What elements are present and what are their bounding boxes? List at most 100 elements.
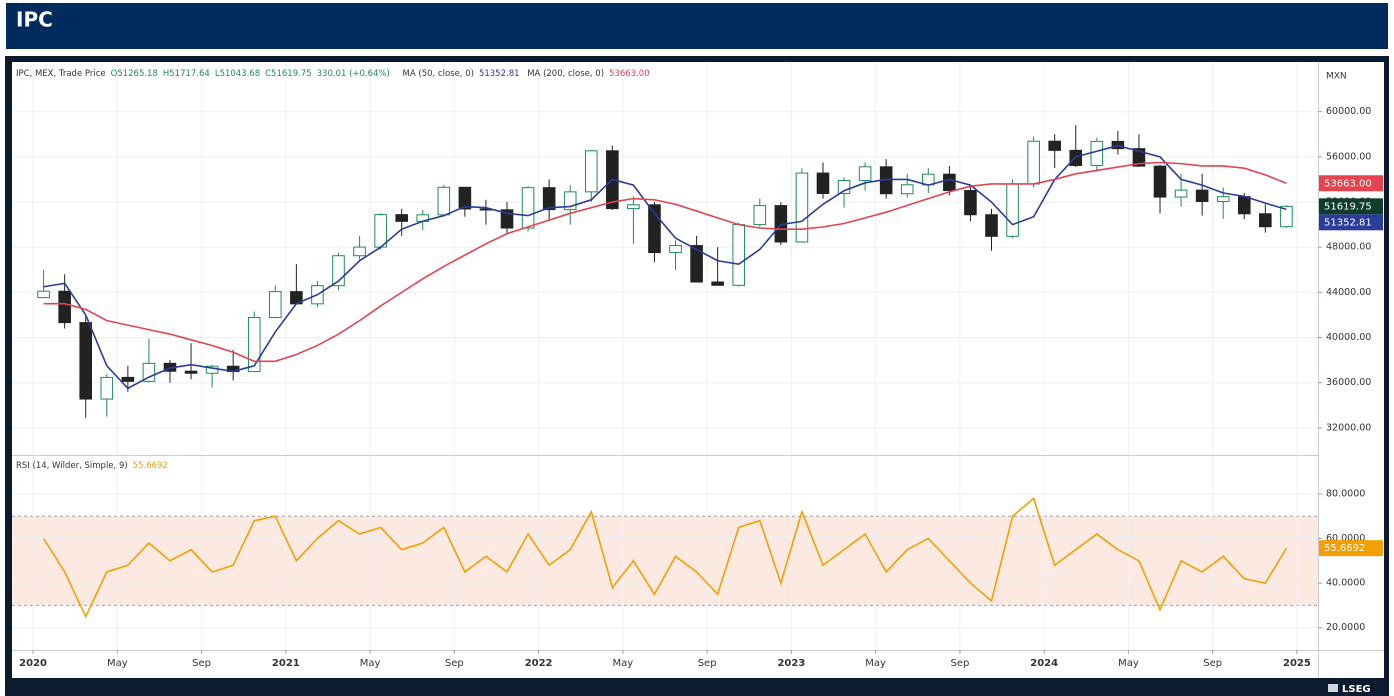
candle-body — [669, 245, 682, 254]
candle — [1048, 134, 1061, 169]
price-tag-label: 55.6692 — [1324, 543, 1365, 554]
x-tick-label: 2024 — [1030, 658, 1058, 669]
candle — [37, 269, 50, 299]
candle — [985, 208, 998, 251]
price-tag-label: 53663.00 — [1324, 178, 1372, 189]
price-legend: IPC, MEX, Trade Price O51265.18 H51717.64 L… — [16, 69, 655, 79]
candle — [1090, 137, 1104, 171]
y-tick-label: 60000.00 — [1326, 106, 1371, 117]
candle — [269, 285, 282, 319]
candle — [100, 373, 114, 417]
price-tag-label: 51619.75 — [1324, 201, 1372, 212]
symbol-info: IPC, MEX, Trade Price — [16, 69, 106, 79]
candle-body — [1259, 213, 1272, 228]
quote: O51265.18 H51717.64 L51043.68 C51619.75 330.… — [111, 69, 395, 79]
brand: LSEG — [1342, 684, 1371, 695]
candle-body — [627, 204, 640, 210]
candle-body — [690, 245, 703, 283]
candle — [1153, 164, 1167, 214]
price-tag-label: 51352.81 — [1324, 217, 1372, 228]
candle — [437, 185, 451, 217]
candle — [1195, 173, 1209, 216]
candle-body — [753, 205, 767, 226]
candle-body — [816, 172, 830, 194]
candle-body — [563, 191, 577, 211]
candle-body — [521, 187, 535, 229]
series-line — [43, 161, 1287, 363]
y-tick-label: 40.0000 — [1326, 578, 1365, 589]
axis-label: MXN — [1326, 72, 1347, 82]
price-tag — [1319, 175, 1383, 192]
y-tick-label: 40000.00 — [1326, 332, 1371, 343]
candle — [837, 177, 851, 208]
candle-body — [1153, 165, 1167, 198]
candle — [900, 173, 914, 198]
quote-item: 330.01 (+0.64%) — [316, 69, 390, 79]
candle — [648, 202, 661, 262]
x-tick-label: May — [1118, 658, 1139, 669]
candle — [753, 198, 767, 227]
quote-item: L51043.68 — [214, 69, 261, 79]
brand-logo: LSEG — [1328, 684, 1371, 695]
candle-body — [247, 316, 261, 373]
quote-item: O51265.18 — [110, 69, 158, 79]
candle — [1259, 204, 1272, 233]
header-bar — [6, 3, 1388, 49]
candle-body — [1132, 148, 1146, 167]
candle-body — [1237, 196, 1251, 215]
y-tick-label: 32000.00 — [1326, 422, 1371, 433]
rsi-legend-value: 55.6692 — [132, 461, 168, 471]
candle — [458, 186, 472, 217]
x-tick-label: Sep — [445, 658, 464, 669]
x-tick-label: May — [865, 658, 886, 669]
candle-body — [943, 173, 956, 192]
x-tick-label: May — [613, 658, 634, 669]
x-tick-label: May — [107, 658, 128, 669]
y-tick-label: 60.0000 — [1326, 533, 1365, 544]
y-tick-label: 20.0000 — [1326, 622, 1365, 633]
candle — [521, 186, 535, 232]
y-tick-label: 44000.00 — [1326, 287, 1371, 298]
ma-legend-value: 53663.00 — [609, 69, 650, 79]
candle-body — [437, 186, 451, 216]
candle — [690, 235, 703, 283]
candle — [1027, 136, 1040, 188]
candle — [584, 150, 598, 203]
candle — [627, 196, 640, 244]
candle-body — [1048, 140, 1061, 151]
candle — [816, 162, 830, 199]
y-tick-label: 56000.00 — [1326, 151, 1371, 162]
x-tick-label: 2023 — [777, 658, 805, 669]
candle-body — [542, 187, 556, 211]
candle — [79, 314, 93, 418]
y-tick-label: 36000.00 — [1326, 377, 1371, 388]
candle — [184, 343, 198, 380]
candle — [669, 240, 682, 270]
x-tick-label: May — [360, 658, 381, 669]
candle-body — [964, 190, 977, 216]
y-tick-label: 48000.00 — [1326, 242, 1371, 253]
x-tick-label: Sep — [950, 658, 969, 669]
candle-body — [353, 246, 366, 257]
candle-body — [1006, 183, 1019, 237]
series-line — [43, 144, 1287, 390]
candle-body — [1174, 189, 1188, 198]
ma-legend-name: MA (200, close, 0) — [527, 69, 605, 79]
x-tick-label: 2025 — [1283, 658, 1311, 669]
candle-body — [100, 376, 114, 400]
quote-item: C51619.75 — [265, 69, 312, 79]
series-line — [42, 496, 1288, 619]
candle-body — [900, 184, 914, 195]
rsi-legend: RSI (14, Wilder, Simple, 9) 55.6692 — [16, 461, 173, 471]
candle-body — [58, 290, 71, 324]
candle — [247, 311, 261, 373]
candle-body — [1280, 205, 1293, 228]
candle-body — [1216, 196, 1230, 202]
x-tick-label: 2022 — [525, 658, 553, 669]
candle-body — [121, 376, 135, 382]
candle-body — [458, 186, 472, 210]
x-tick-label: Sep — [1203, 658, 1222, 669]
candle-body — [711, 281, 724, 286]
candle-body — [732, 224, 746, 286]
y-tick-label: 80.0000 — [1326, 488, 1365, 499]
